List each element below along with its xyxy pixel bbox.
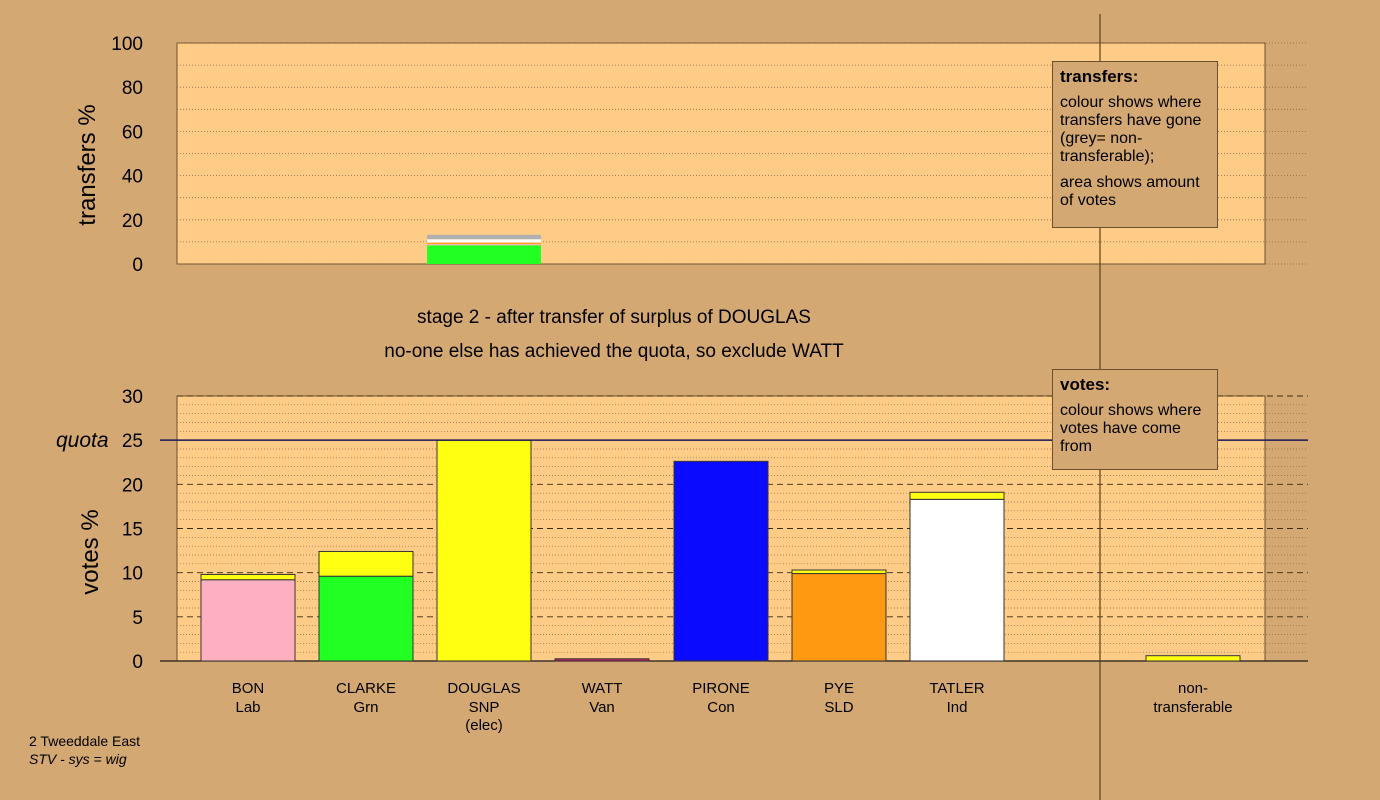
bar-watt-from-watt — [554, 658, 650, 662]
votes-tick-label: 0 — [132, 652, 143, 673]
bar-bon-from-douglas — [200, 573, 296, 581]
candidate-party-label: Grn — [353, 699, 378, 716]
footer-system: STV - sys = wig — [29, 751, 127, 767]
candidate-status-label: (elec) — [465, 717, 503, 734]
transfer-segment-pye — [427, 242, 541, 244]
transfer-segment-bon — [427, 243, 541, 246]
votes-y-axis-label: votes % — [77, 509, 104, 594]
candidate-name-label: PYE — [824, 680, 854, 697]
candidate-name-label: PIRONE — [692, 680, 750, 697]
stage-caption-line2: no-one else has achieved the quota, so e… — [384, 341, 844, 362]
votes-tick-label: 20 — [122, 475, 143, 496]
nontransferable-label: non- — [1178, 680, 1208, 697]
transfers-legend: transfers: colour shows where transfers … — [1052, 61, 1218, 228]
votes-legend-title: votes: — [1060, 375, 1111, 394]
transfer-segment-clarke — [427, 245, 541, 264]
votes-legend-colour-note: colour shows where votes have come from — [1060, 402, 1202, 455]
candidate-name-label: DOUGLAS — [447, 680, 520, 697]
bar-douglas-from-douglas — [436, 439, 532, 662]
candidate-labels: BON Lab CLARKE Grn DOUGLAS SNP(elec) WATT Van PI… — [232, 680, 1233, 734]
bar-pye-from-pye — [791, 573, 887, 662]
footer: 2 Tweeddale East STV - sys = wig — [29, 732, 140, 768]
votes-panel: 0 5 10 15 20 30 25 BON Lab CLARKE Grn DOUGLAS SNP(e… — [56, 387, 1308, 734]
transfers-legend-title: transfers: — [1060, 67, 1139, 86]
bar-bon-from-bon — [200, 579, 296, 662]
transfers-y-axis-label: transfers % — [74, 104, 101, 225]
transfer-segment-non-transferable — [427, 234, 541, 240]
candidate-party-label: SNP — [469, 699, 500, 716]
votes-bars — [200, 439, 1241, 662]
transfers-tick-label: 60 — [122, 122, 143, 143]
stage-caption-line1: stage 2 - after transfer of surplus of D… — [417, 307, 811, 328]
votes-tick-label: 25 — [122, 431, 143, 452]
transfers-tick-label: 20 — [122, 211, 143, 232]
candidate-name-label: WATT — [582, 680, 623, 697]
votes-tick-label: 10 — [122, 564, 143, 585]
bar-clarke-from-douglas — [318, 550, 414, 577]
transfers-tick-label: 80 — [122, 78, 143, 99]
bar-pye-from-douglas — [791, 569, 887, 575]
quota-label: quota — [56, 429, 109, 452]
nontransferable-label: transferable — [1153, 699, 1232, 716]
candidate-name-label: CLARKE — [336, 680, 396, 697]
votes-tick-label: 30 — [122, 387, 143, 408]
bar-clarke-from-clarke — [318, 575, 414, 662]
candidate-party-label: Con — [707, 699, 735, 716]
transfer-segment-tatler — [427, 239, 541, 243]
transfers-legend-colour-note: colour shows where transfers have gone (… — [1060, 94, 1202, 165]
bar-pirone-from-pirone — [673, 460, 769, 662]
candidate-party-label: Van — [589, 699, 615, 716]
transfers-bars — [427, 234, 541, 264]
bar-tatler-from-douglas — [909, 491, 1005, 500]
transfers-tick-labels: 0 20 40 60 80 100 — [111, 34, 143, 276]
votes-legend: votes: colour shows where votes have com… — [1052, 369, 1218, 470]
candidate-name-label: TATLER — [929, 680, 984, 697]
bar-nontransferable — [1145, 655, 1241, 662]
candidate-party-label: Lab — [235, 699, 260, 716]
footer-ward: 2 Tweeddale East — [29, 733, 141, 749]
transfers-tick-label: 100 — [111, 34, 143, 55]
transfers-tick-label: 0 — [132, 255, 143, 276]
transfers-legend-area-note: area shows amount of votes — [1060, 174, 1200, 209]
bar-tatler-from-tatler — [909, 498, 1005, 662]
votes-tick-label: 15 — [122, 520, 143, 541]
candidate-party-label: Ind — [947, 699, 968, 716]
transfers-tick-label: 40 — [122, 167, 143, 188]
votes-tick-labels: 0 5 10 15 20 30 25 — [122, 387, 143, 673]
candidate-party-label: SLD — [824, 699, 853, 716]
candidate-name-label: BON — [232, 680, 265, 697]
votes-tick-label: 5 — [132, 608, 143, 629]
